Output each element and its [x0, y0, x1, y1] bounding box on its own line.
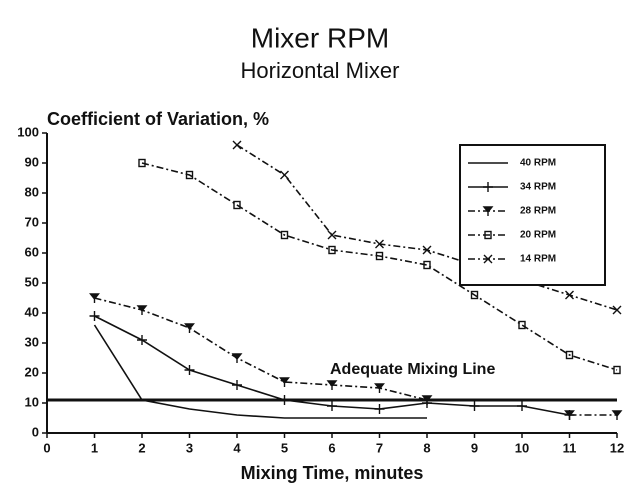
y-tick-label: 40	[25, 304, 39, 319]
marker	[280, 170, 289, 180]
marker	[136, 305, 148, 315]
marker	[138, 158, 146, 168]
x-tick-label: 9	[471, 440, 478, 455]
marker	[374, 383, 385, 393]
x-tick-label: 11	[563, 440, 577, 455]
marker	[232, 140, 242, 150]
legend-label: 40 RPM	[520, 158, 556, 169]
y-tick-label: 100	[17, 124, 39, 139]
series-line	[93, 324, 427, 419]
legend-label: 14 RPM	[520, 254, 556, 265]
marker	[421, 395, 433, 405]
marker	[613, 365, 621, 375]
y-tick-label: 50	[25, 274, 39, 289]
marker	[89, 293, 100, 303]
marker	[482, 206, 494, 216]
x-tick-label: 0	[43, 440, 50, 455]
marker	[517, 401, 527, 411]
x-tick-label: 5	[281, 440, 288, 455]
marker	[89, 311, 100, 321]
marker	[280, 230, 289, 240]
legend-marker	[483, 182, 493, 192]
y-tick-label: 90	[25, 154, 39, 169]
marker	[423, 260, 431, 270]
marker	[483, 182, 493, 192]
chart-subtitle: Horizontal Mixer	[241, 58, 400, 83]
marker	[231, 353, 243, 363]
legend-label: 34 RPM	[520, 182, 556, 193]
y-tick-label: 30	[25, 334, 39, 349]
marker	[483, 254, 493, 264]
y-tick-label: 0	[32, 424, 39, 439]
legend-marker	[482, 206, 494, 216]
marker	[184, 323, 195, 333]
marker	[565, 290, 574, 300]
marker	[232, 380, 242, 390]
series-line	[94, 297, 617, 416]
x-tick-label: 7	[376, 440, 383, 455]
marker	[611, 410, 623, 420]
chart-title: Mixer RPM	[251, 22, 389, 53]
x-tick-label: 6	[328, 440, 335, 455]
marker	[326, 380, 338, 390]
x-tick-label: 10	[515, 440, 529, 455]
x-tick-label: 2	[138, 440, 145, 455]
x-tick-label: 3	[186, 440, 193, 455]
marker	[185, 170, 194, 180]
x-tick-label: 12	[610, 440, 624, 455]
y-tick-label: 20	[25, 364, 39, 379]
x-tick-label: 4	[233, 440, 241, 455]
marker	[327, 401, 337, 411]
y-axis-label: Coefficient of Variation, %	[47, 109, 269, 129]
marker	[564, 410, 575, 420]
legend-box	[459, 144, 606, 286]
y-tick-label: 60	[25, 244, 39, 259]
marker	[327, 230, 337, 240]
marker	[469, 401, 480, 411]
marker	[422, 245, 432, 255]
marker	[518, 320, 526, 330]
legend-label: 20 RPM	[520, 230, 556, 241]
marker	[470, 290, 479, 300]
x-tick-label: 1	[91, 440, 98, 455]
legend-marker	[484, 230, 492, 240]
reference-label: Adequate Mixing Line	[330, 361, 495, 378]
marker	[233, 200, 241, 210]
y-tick-label: 10	[25, 394, 39, 409]
marker	[612, 305, 622, 315]
marker	[184, 365, 195, 375]
marker	[279, 377, 290, 387]
series-line	[141, 162, 618, 371]
marker	[279, 395, 290, 405]
y-tick-label: 70	[25, 214, 39, 229]
marker	[328, 245, 336, 255]
marker	[137, 335, 147, 345]
legend-label: 28 RPM	[520, 206, 556, 217]
legend-marker	[483, 254, 493, 264]
marker	[374, 404, 385, 414]
marker	[565, 350, 574, 360]
marker	[375, 251, 384, 261]
marker	[484, 230, 492, 240]
y-tick-label: 80	[25, 184, 39, 199]
x-axis-label: Mixing Time, minutes	[241, 463, 424, 483]
x-tick-label: 8	[423, 440, 430, 455]
marker	[375, 239, 384, 249]
